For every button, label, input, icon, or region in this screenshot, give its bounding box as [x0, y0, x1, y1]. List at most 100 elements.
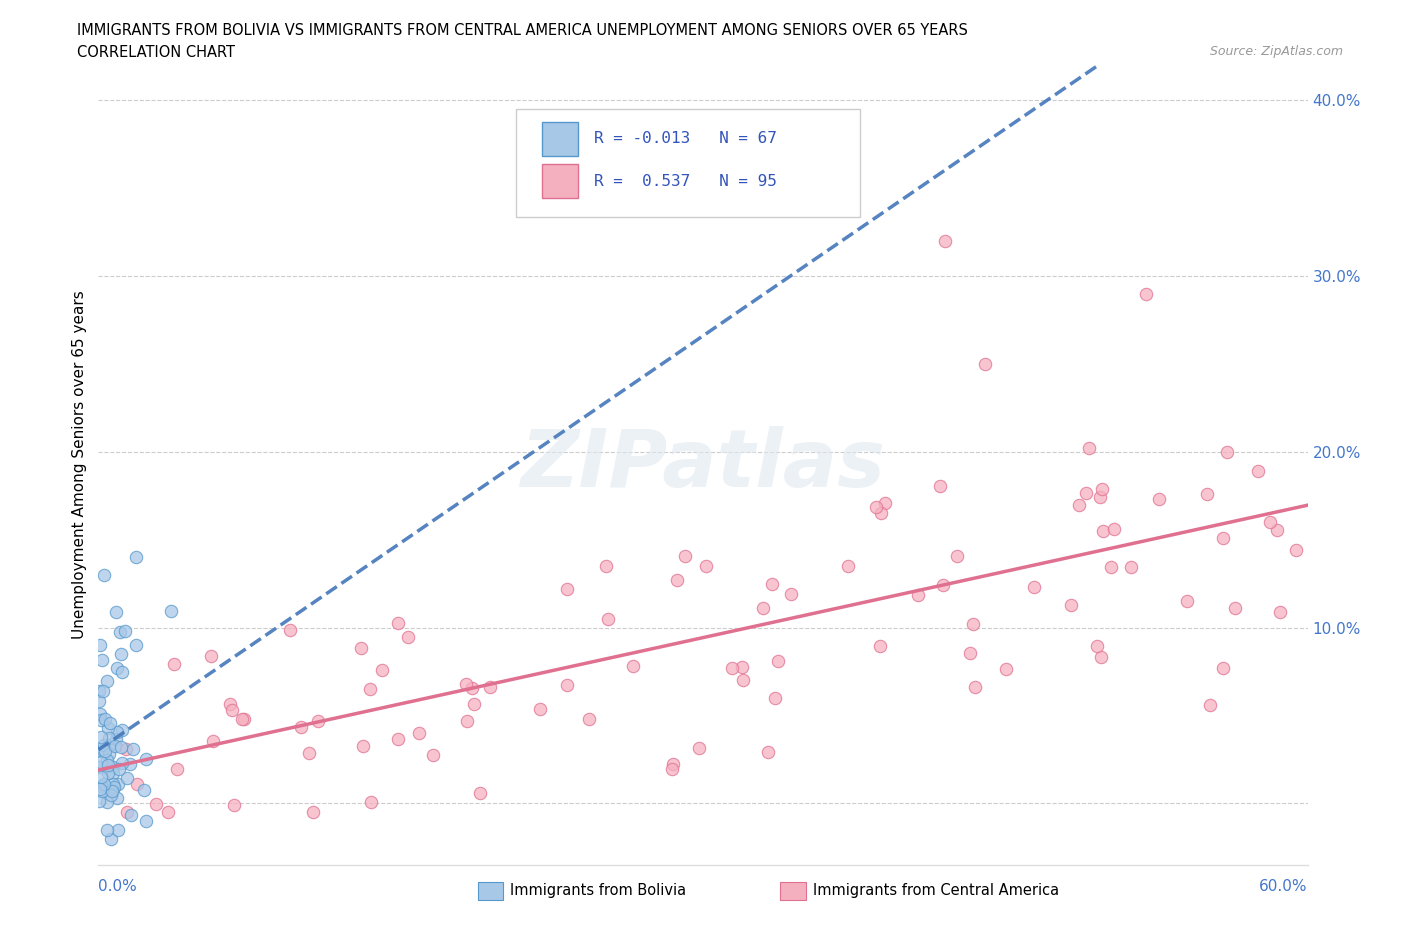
- Point: [107, 777, 129, 791]
- Point: [761, 577, 783, 591]
- Point: [105, 724, 128, 739]
- Point: [1099, 560, 1122, 575]
- Point: [111, 756, 134, 771]
- Point: [91, 684, 114, 698]
- Point: [221, 702, 243, 717]
- Point: [974, 356, 997, 371]
- Text: 0.0%: 0.0%: [98, 879, 138, 894]
- Bar: [478, 882, 503, 900]
- Point: [90, 778, 112, 793]
- Point: [105, 732, 128, 747]
- Point: [97, 758, 120, 773]
- Point: [120, 756, 142, 771]
- Point: [127, 777, 149, 791]
- Point: [89, 707, 111, 722]
- Point: [222, 798, 245, 813]
- Point: [1285, 543, 1308, 558]
- Point: [301, 804, 323, 819]
- Text: 60.0%: 60.0%: [1260, 879, 1308, 894]
- Point: [100, 787, 122, 802]
- Point: [688, 740, 710, 755]
- Point: [93, 567, 115, 582]
- Point: [837, 559, 859, 574]
- Text: CORRELATION CHART: CORRELATION CHART: [77, 45, 235, 60]
- Text: R = -0.013   N = 67: R = -0.013 N = 67: [595, 131, 778, 146]
- Point: [1119, 560, 1142, 575]
- Text: IMMIGRANTS FROM BOLIVIA VS IMMIGRANTS FROM CENTRAL AMERICA UNEMPLOYMENT AMONG SE: IMMIGRANTS FROM BOLIVIA VS IMMIGRANTS FR…: [77, 23, 969, 38]
- Point: [90, 653, 112, 668]
- Point: [115, 742, 138, 757]
- Text: R =  0.537   N = 95: R = 0.537 N = 95: [595, 174, 778, 189]
- Point: [1078, 441, 1101, 456]
- Point: [1085, 639, 1108, 654]
- Point: [90, 769, 112, 784]
- Point: [117, 770, 139, 785]
- Point: [752, 601, 775, 616]
- Point: [766, 654, 789, 669]
- Point: [307, 713, 329, 728]
- Point: [463, 697, 485, 711]
- Point: [596, 612, 619, 627]
- Bar: [780, 882, 806, 900]
- Point: [907, 588, 929, 603]
- Point: [959, 646, 981, 661]
- Point: [731, 672, 754, 687]
- Point: [135, 751, 157, 766]
- Point: [298, 746, 321, 761]
- Point: [865, 499, 887, 514]
- Point: [159, 604, 181, 618]
- Text: ZIPatlas: ZIPatlas: [520, 426, 886, 504]
- Point: [94, 711, 117, 726]
- Point: [103, 765, 125, 780]
- Point: [408, 725, 430, 740]
- Point: [1258, 514, 1281, 529]
- Point: [1212, 530, 1234, 545]
- Point: [595, 559, 617, 574]
- Point: [163, 657, 186, 671]
- Point: [371, 663, 394, 678]
- Point: [87, 759, 110, 774]
- Point: [1268, 604, 1291, 619]
- Point: [110, 646, 132, 661]
- Point: [1092, 524, 1115, 538]
- Point: [555, 582, 578, 597]
- Point: [134, 783, 156, 798]
- Point: [100, 831, 122, 846]
- Point: [105, 790, 128, 805]
- Point: [110, 624, 132, 639]
- Point: [93, 777, 115, 791]
- Point: [1022, 579, 1045, 594]
- Point: [1135, 286, 1157, 301]
- Point: [93, 737, 115, 752]
- Point: [731, 659, 754, 674]
- Point: [115, 804, 138, 819]
- Point: [87, 694, 110, 709]
- Point: [461, 681, 484, 696]
- Point: [1104, 521, 1126, 536]
- Text: Source: ZipAtlas.com: Source: ZipAtlas.com: [1209, 45, 1343, 58]
- Point: [359, 682, 381, 697]
- Point: [456, 713, 478, 728]
- Point: [103, 760, 125, 775]
- Point: [1175, 593, 1198, 608]
- Point: [157, 804, 180, 819]
- Point: [666, 572, 689, 587]
- Point: [621, 658, 644, 673]
- Point: [97, 721, 120, 736]
- Point: [290, 720, 312, 735]
- Point: [94, 743, 117, 758]
- Point: [721, 660, 744, 675]
- Point: [124, 637, 146, 652]
- Point: [93, 743, 115, 758]
- Point: [87, 684, 110, 698]
- Point: [1059, 597, 1081, 612]
- Point: [231, 711, 253, 726]
- Point: [107, 822, 129, 837]
- Point: [145, 797, 167, 812]
- Point: [870, 506, 893, 521]
- Point: [763, 691, 786, 706]
- Point: [1088, 489, 1111, 504]
- Point: [101, 777, 124, 791]
- Point: [108, 762, 131, 777]
- Point: [756, 745, 779, 760]
